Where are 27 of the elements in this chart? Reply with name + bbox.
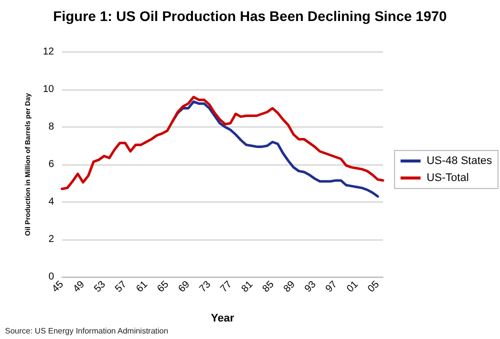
- x-tick-label: 97: [324, 278, 340, 295]
- source-note: Source: US Energy Information Administration: [5, 326, 168, 336]
- y-tick-label: 12: [42, 46, 54, 58]
- chart-title: Figure 1: US Oil Production Has Been Declining Since 1970: [53, 8, 448, 24]
- y-tick-label: 4: [48, 196, 54, 208]
- x-tick-label: 77: [218, 278, 235, 295]
- x-tick-label: 89: [282, 278, 298, 295]
- x-tick-label: 69: [176, 278, 192, 295]
- y-tick-label: 8: [48, 122, 54, 132]
- x-tick-label: 61: [134, 278, 150, 295]
- x-tick-label: 73: [198, 278, 214, 295]
- x-tick-label: 65: [156, 278, 172, 295]
- x-axis-title: Year: [210, 312, 235, 324]
- y-tick-label: 2: [48, 234, 54, 245]
- line-series: [60, 96, 384, 190]
- y-tick-label: 6: [48, 159, 54, 170]
- x-tick-label: 93: [302, 278, 319, 295]
- x-tick-label: 49: [71, 278, 88, 295]
- y-tick-label: 10: [42, 84, 54, 95]
- legend-label: US-Total: [426, 172, 469, 184]
- x-tick-label: 53: [92, 278, 108, 295]
- x-tick-label: 05: [366, 278, 382, 295]
- x-tick-label: 85: [260, 278, 277, 295]
- x-tick-label: 01: [344, 278, 361, 295]
- x-tick-label: 81: [240, 278, 256, 295]
- x-tick-label: 57: [113, 278, 130, 295]
- legend-label: US-48 States: [426, 155, 492, 167]
